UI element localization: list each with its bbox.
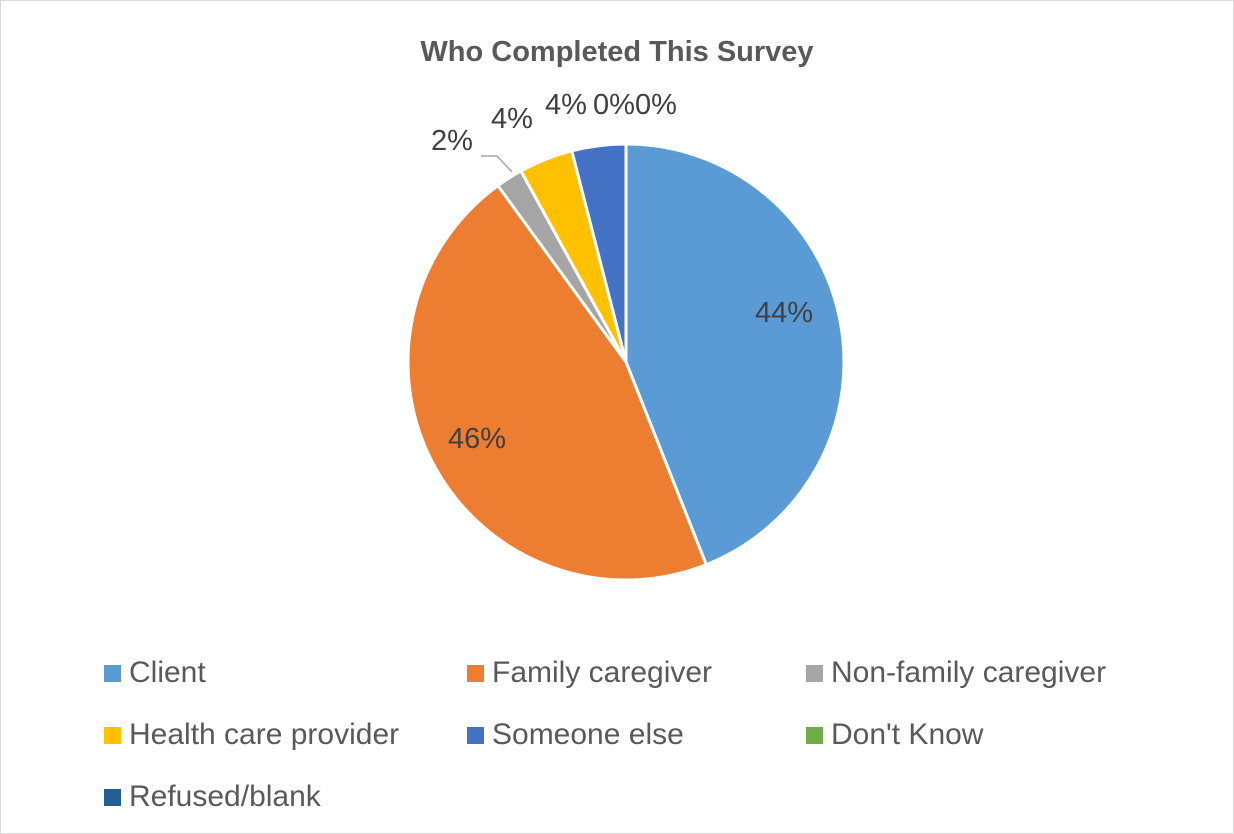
data-label-health-care-provider: 4% <box>491 103 533 135</box>
data-label-client: 44% <box>755 297 813 329</box>
data-label-non-family-caregiver: 2% <box>431 125 473 157</box>
slice-someone-else <box>569 142 628 363</box>
slice-family-caregiver <box>406 183 709 582</box>
leader-line-non-family-caregiver <box>481 155 513 173</box>
data-label-refused-blank: 0% <box>635 89 677 121</box>
slice-client <box>624 142 846 567</box>
data-label-someone-else: 4% <box>545 89 587 121</box>
data-label-don-t-know: 0% <box>593 89 635 121</box>
data-label-family-caregiver: 46% <box>448 423 506 455</box>
chart-title: Who Completed This Survey <box>420 36 814 68</box>
